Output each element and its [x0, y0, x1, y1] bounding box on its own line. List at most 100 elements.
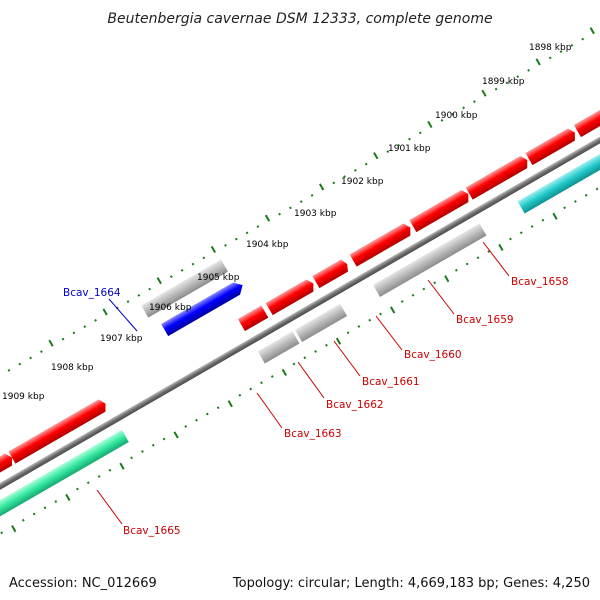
tick-mark: [530, 225, 534, 228]
gene-label: Bcav_1664: [63, 287, 121, 299]
tick-mark: [119, 462, 125, 470]
tick-mark: [595, 187, 599, 191]
kbp-tick-label: 1905 kbp: [197, 273, 240, 283]
rna-teal-feature: [517, 131, 600, 214]
tick-mark: [278, 212, 281, 216]
tick-mark: [270, 375, 274, 378]
cds-bcav-1663: [237, 305, 269, 332]
tick-mark: [289, 206, 292, 210]
tick-mark: [292, 362, 296, 366]
tick-mark: [40, 350, 43, 353]
kbp-tick-label: 1899 kbp: [482, 77, 525, 87]
tick-mark: [162, 437, 166, 441]
tick-mark: [505, 81, 509, 85]
tick-mark: [589, 27, 595, 35]
tick-mark: [29, 356, 32, 360]
tick-mark: [427, 120, 433, 128]
pseudo-gene-bcav-1662: [257, 331, 300, 364]
tick-mark: [346, 331, 350, 335]
tick-mark: [357, 325, 361, 328]
gene-label: Bcav_1660: [404, 349, 462, 361]
tick-mark: [535, 58, 541, 66]
tick-mark: [379, 312, 382, 316]
tick-mark: [353, 168, 357, 172]
tick-mark: [32, 512, 36, 516]
tick-mark: [18, 362, 22, 366]
tick-mark: [373, 152, 379, 160]
tick-mark: [397, 143, 401, 147]
gene-leader-line: [297, 361, 325, 399]
tick-mark: [541, 218, 545, 222]
secondary-feature-track: [0, 131, 600, 534]
tick-mark: [390, 306, 396, 314]
accession-text: Accession: NC_012669: [9, 576, 157, 591]
tick-mark: [408, 137, 411, 141]
gene-label: Bcav_1658: [511, 276, 569, 288]
cds-bcav-1662: [265, 279, 314, 316]
genome-backbone: [0, 88, 600, 524]
gene-leader-line: [482, 241, 510, 277]
tick-mark: [487, 250, 491, 253]
tick-mark: [173, 431, 179, 439]
tick-mark: [418, 131, 422, 135]
tick-mark: [299, 200, 303, 203]
tick-mark: [234, 237, 238, 241]
gene-leader-line: [427, 279, 455, 315]
kbp-tick-label: 1902 kbp: [341, 177, 384, 187]
tick-mark: [238, 393, 242, 397]
kbp-tick-label: 1904 kbp: [246, 240, 289, 250]
tick-mark: [465, 262, 469, 266]
tick-mark: [400, 300, 404, 303]
tick-mark: [21, 518, 25, 522]
gene-leader-line: [108, 298, 138, 332]
tick-mark: [368, 318, 372, 322]
tick-mark: [148, 287, 152, 291]
tick-mark: [7, 368, 11, 372]
kbp-tick-label: 1901 kbp: [388, 144, 431, 154]
outer-tick-track: [7, 27, 595, 372]
forward-feature-track: [0, 101, 600, 501]
gene-leader-line: [333, 340, 361, 377]
gene-labels: Bcav_1658 Bcav_1659 Bcav_1660 Bcav_1661 Bcav…: [63, 276, 569, 537]
tick-mark: [202, 256, 206, 260]
tick-mark: [527, 68, 530, 72]
tick-mark: [454, 268, 458, 272]
tick-mark: [86, 481, 90, 485]
gene-leader-line: [375, 315, 403, 351]
tick-mark: [303, 356, 307, 360]
tick-mark: [476, 256, 480, 260]
tick-mark: [216, 406, 220, 410]
pseudo-gene-bcav-1661: [295, 303, 348, 343]
tick-mark: [54, 500, 58, 503]
map-title: Beutenbergia cavernae DSM 12333, complet…: [107, 11, 492, 27]
tick-mark: [481, 89, 487, 97]
rna-green-feature: [0, 429, 129, 534]
tick-mark: [473, 100, 476, 103]
genome-summary-text: Topology: circular; Length: 4,669,183 bp…: [232, 576, 590, 591]
tick-mark: [227, 400, 233, 408]
tick-mark: [137, 293, 141, 297]
tick-mark: [563, 206, 566, 210]
tick-mark: [0, 531, 4, 535]
tick-mark: [519, 231, 523, 235]
cds-bcav-1664: [161, 282, 243, 337]
gene-label: Bcav_1662: [326, 399, 384, 411]
tick-mark: [548, 56, 552, 60]
gene-label: Bcav_1659: [456, 314, 514, 326]
tick-mark: [386, 150, 390, 153]
tick-mark: [281, 368, 287, 376]
pseudo-gene-bcav-1659: [372, 223, 487, 298]
tick-mark: [581, 37, 585, 41]
tick-mark: [210, 245, 216, 253]
gene-leader-line: [256, 392, 283, 429]
tick-mark: [343, 175, 346, 178]
kbp-tick-labels: 1898 kbp 1899 kbp 1900 kbp 1901 kbp 1902 kbp…: [2, 43, 572, 402]
tick-mark: [584, 193, 588, 197]
cds-bcav-1665: [8, 399, 106, 464]
kbp-tick-label: 1903 kbp: [294, 209, 337, 219]
cds-forward-feature: [573, 101, 600, 138]
tick-mark: [498, 243, 504, 251]
tick-mark: [335, 337, 342, 345]
kbp-tick-label: 1906 kbp: [149, 303, 192, 313]
tick-mark: [314, 350, 317, 353]
